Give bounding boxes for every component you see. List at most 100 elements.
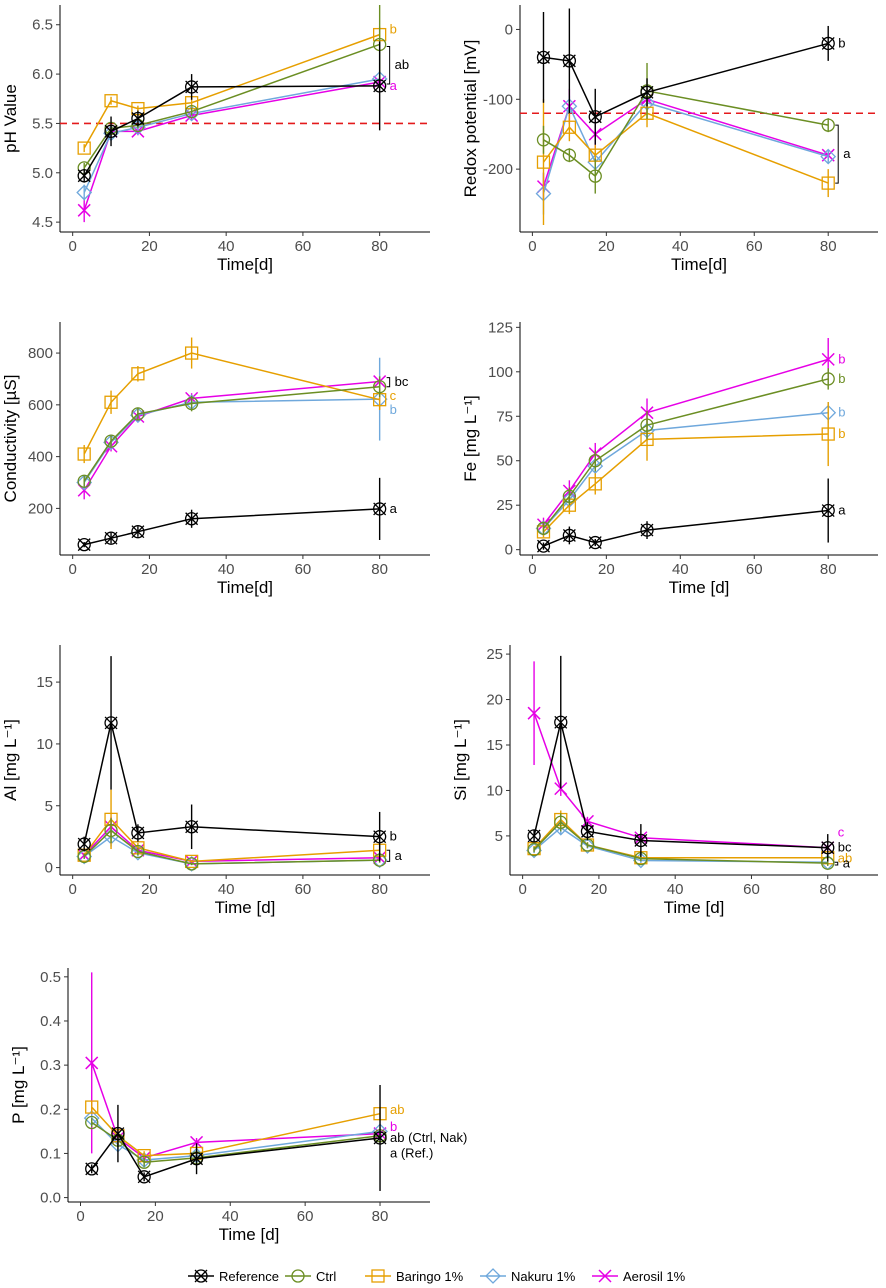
significance-label: b <box>390 22 397 37</box>
series-line <box>543 90 829 178</box>
x-axis-label: Time [d] <box>219 1225 280 1244</box>
x-axis-label: Time[d] <box>671 255 727 274</box>
y-axis-label: Redox potential [mV] <box>461 40 480 198</box>
series-reference <box>85 1085 387 1191</box>
legend: Reference Ctrl Baringo 1% Nakuru 1% Aerosil … <box>188 1268 686 1284</box>
legend-marker <box>194 1269 208 1283</box>
data-point <box>820 148 837 165</box>
series-line <box>83 81 380 211</box>
significance-label: b <box>390 402 397 417</box>
data-point <box>640 418 654 432</box>
data-point <box>184 80 199 94</box>
significance-label: a <box>390 501 398 516</box>
y-tick-label: 200 <box>28 500 53 517</box>
data-point <box>104 823 118 838</box>
series-nakuru-1- <box>76 71 388 201</box>
x-tick-label: 40 <box>672 561 689 578</box>
x-tick-label: 0 <box>69 238 77 255</box>
series-baringo-1- <box>536 99 835 226</box>
significance-label: b <box>390 829 397 844</box>
series-reference <box>536 478 835 553</box>
significance-label: c <box>838 824 845 839</box>
series-reference <box>527 655 835 862</box>
data-point <box>104 716 118 730</box>
data-point <box>821 427 835 441</box>
series-line <box>533 722 828 849</box>
legend-item-ctrl: Ctrl <box>285 1269 336 1284</box>
x-tick-label: 0 <box>518 881 526 898</box>
y-tick-label: 75 <box>496 408 513 425</box>
significance-label: ab <box>838 851 852 866</box>
series-line <box>91 1106 381 1157</box>
y-tick-label: 125 <box>488 319 513 336</box>
x-tick-label: 80 <box>371 561 388 578</box>
y-tick-label: 800 <box>28 345 53 362</box>
y-axis-label: pH Value <box>1 84 20 153</box>
legend-label: Nakuru 1% <box>511 1269 576 1284</box>
annotation-text: ab <box>390 1102 404 1117</box>
data-point <box>536 50 551 65</box>
annotation-text: c <box>390 388 397 403</box>
x-tick-label: 60 <box>295 561 312 578</box>
legend-label: Reference <box>219 1269 279 1284</box>
legend-item-nakuru-1-: Nakuru 1% <box>480 1268 576 1284</box>
annotation-text: ab (Ctrl, Nak) <box>390 1130 467 1145</box>
x-tick-label: 80 <box>372 1208 389 1225</box>
x-tick-label: 20 <box>598 238 615 255</box>
y-tick-label: 25 <box>486 646 503 663</box>
series-aerosil-1- <box>77 375 387 500</box>
x-tick-label: 80 <box>820 561 837 578</box>
series-reference <box>77 656 387 862</box>
x-tick-label: 40 <box>222 1208 239 1225</box>
y-tick-label: 0.0 <box>40 1190 61 1207</box>
y-tick-label: 0.2 <box>40 1101 61 1118</box>
significance-label: bc <box>838 840 852 855</box>
x-tick-label: 0 <box>528 238 536 255</box>
data-point <box>588 110 602 124</box>
annotation-text: ab <box>838 851 852 866</box>
annotation-text: a <box>390 78 398 93</box>
significance-label: a <box>835 124 851 184</box>
data-point <box>184 857 199 871</box>
data-point <box>77 537 91 552</box>
y-tick-label: -100 <box>483 91 513 108</box>
data-point <box>821 118 835 132</box>
chart-panel-al: 0 5 10 15 0 20 40 60 80 Time [d] Al [mg L⁻¹] ba <box>1 645 430 917</box>
chart-panel-redox: -200 -100 0 0 20 40 60 80 Time[d] Redox potential… <box>461 5 878 274</box>
annotation-text: a <box>395 848 403 863</box>
data-point <box>104 124 118 138</box>
y-tick-label: 0 <box>505 542 513 559</box>
data-point <box>131 844 145 859</box>
series-ctrl <box>536 368 835 535</box>
series-line <box>83 380 380 491</box>
data-point <box>184 512 199 526</box>
chart-panel-p: 0.0 0.1 0.2 0.3 0.4 0.5 0 20 40 60 80 Time [d] P [mg… <box>9 968 467 1244</box>
significance-label: ab (Ctrl, Nak) <box>390 1130 467 1145</box>
data-point <box>103 434 119 451</box>
x-tick-label: 20 <box>598 561 615 578</box>
legend-item-reference: Reference <box>188 1269 279 1284</box>
x-axis-label: Time[d] <box>217 578 273 597</box>
y-tick-label: 0.1 <box>40 1145 61 1162</box>
x-tick-label: 80 <box>819 881 836 898</box>
series-line <box>84 508 380 546</box>
data-point <box>190 1135 204 1149</box>
x-tick-label: 40 <box>667 881 684 898</box>
annotation-text: b <box>838 35 845 50</box>
data-point <box>104 531 118 545</box>
x-tick-label: 20 <box>147 1208 164 1225</box>
data-point <box>562 120 577 134</box>
y-tick-label: 0.4 <box>40 1013 61 1030</box>
y-tick-label: 600 <box>28 397 53 414</box>
y-tick-label: 6.5 <box>32 17 53 34</box>
x-axis-label: Time[d] <box>217 255 273 274</box>
significance-label: b <box>838 405 845 420</box>
data-point <box>371 852 388 869</box>
significance-label: bc <box>386 374 409 389</box>
data-point <box>821 372 835 386</box>
data-point <box>131 525 145 539</box>
data-point <box>536 539 551 553</box>
series-baringo-1- <box>77 26 387 155</box>
x-tick-label: 60 <box>295 238 312 255</box>
series-line <box>542 411 829 529</box>
